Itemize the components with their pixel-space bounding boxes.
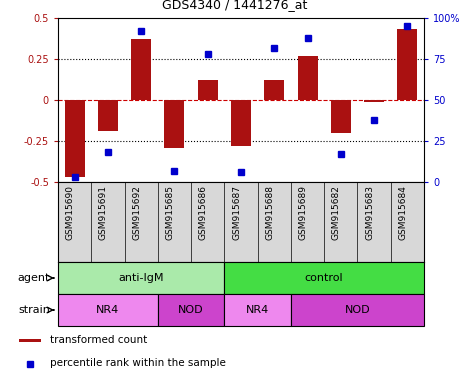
Text: agent: agent (18, 273, 50, 283)
Text: GSM915687: GSM915687 (232, 185, 241, 240)
Bar (158, 294, 224, 326)
Text: GSM915692: GSM915692 (132, 185, 141, 240)
Text: GSM915685: GSM915685 (166, 185, 174, 240)
Text: NOD: NOD (345, 305, 370, 315)
Bar (58, 294, 158, 326)
Text: GSM915690: GSM915690 (66, 185, 75, 240)
Text: NR4: NR4 (96, 305, 120, 315)
Text: GDS4340 / 1441276_at: GDS4340 / 1441276_at (162, 0, 307, 11)
Bar (198, 80, 218, 100)
Text: GSM915688: GSM915688 (265, 185, 274, 240)
Bar (224, 294, 291, 326)
Bar (331, 100, 351, 133)
Bar (19, 339, 41, 341)
Bar (65, 100, 84, 177)
Bar (364, 100, 384, 102)
Text: GSM915682: GSM915682 (332, 185, 341, 240)
Bar (297, 56, 318, 100)
Bar (98, 100, 118, 131)
Text: anti-IgM: anti-IgM (119, 273, 164, 283)
Text: strain: strain (18, 305, 50, 315)
Text: NOD: NOD (178, 305, 204, 315)
Text: percentile rank within the sample: percentile rank within the sample (51, 359, 227, 369)
Bar (397, 30, 417, 100)
Bar (165, 100, 184, 147)
Bar (224, 262, 424, 294)
Bar (291, 294, 424, 326)
Text: GSM915691: GSM915691 (99, 185, 108, 240)
Bar (58, 262, 224, 294)
Text: control: control (305, 273, 343, 283)
Text: transformed count: transformed count (51, 335, 148, 345)
Text: GSM915686: GSM915686 (199, 185, 208, 240)
Text: GSM915689: GSM915689 (299, 185, 308, 240)
Text: GSM915683: GSM915683 (365, 185, 374, 240)
Text: NR4: NR4 (246, 305, 269, 315)
Bar (131, 39, 151, 100)
Bar (231, 100, 251, 146)
Bar (265, 80, 284, 100)
Text: GSM915684: GSM915684 (398, 185, 408, 240)
